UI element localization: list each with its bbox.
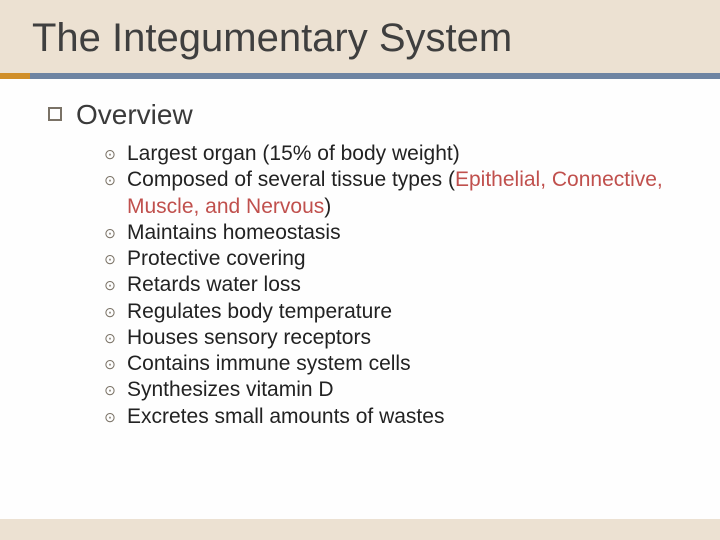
circle-bullet-icon: ⊙ bbox=[103, 409, 117, 427]
list-item: ⊙ Excretes small amounts of wastes bbox=[103, 404, 692, 430]
circle-bullet-icon: ⊙ bbox=[103, 251, 117, 269]
lvl1-text: Overview bbox=[76, 99, 193, 131]
circle-bullet-icon: ⊙ bbox=[103, 330, 117, 348]
list-item-text: Composed of several tissue types (Epithe… bbox=[127, 167, 692, 220]
circle-bullet-icon: ⊙ bbox=[103, 172, 117, 190]
list-item: ⊙ Maintains homeostasis bbox=[103, 220, 692, 246]
list-item: ⊙ Regulates body temperature bbox=[103, 299, 692, 325]
list-item: ⊙ Contains immune system cells bbox=[103, 351, 692, 377]
list-item-text: Largest organ (15% of body weight) bbox=[127, 141, 460, 167]
content-area: Overview ⊙ Largest organ (15% of body we… bbox=[0, 79, 720, 519]
list-item: ⊙ Houses sensory receptors bbox=[103, 325, 692, 351]
lvl2-list: ⊙ Largest organ (15% of body weight) ⊙ C… bbox=[103, 141, 692, 430]
list-item-text: Regulates body temperature bbox=[127, 299, 392, 325]
list-item: ⊙ Synthesizes vitamin D bbox=[103, 377, 692, 403]
list-item-text: Houses sensory receptors bbox=[127, 325, 371, 351]
circle-bullet-icon: ⊙ bbox=[103, 277, 117, 295]
square-bullet-icon bbox=[48, 107, 62, 121]
title-area: The Integumentary System bbox=[0, 0, 720, 73]
list-item-text: Contains immune system cells bbox=[127, 351, 411, 377]
list-item: ⊙ Protective covering bbox=[103, 246, 692, 272]
list-item: ⊙ Largest organ (15% of body weight) bbox=[103, 141, 692, 167]
list-item-text: Retards water loss bbox=[127, 272, 301, 298]
list-item-text: Maintains homeostasis bbox=[127, 220, 341, 246]
list-item-text: Excretes small amounts of wastes bbox=[127, 404, 444, 430]
list-item: ⊙ Composed of several tissue types (Epit… bbox=[103, 167, 692, 220]
circle-bullet-icon: ⊙ bbox=[103, 382, 117, 400]
circle-bullet-icon: ⊙ bbox=[103, 304, 117, 322]
accent-bar bbox=[0, 73, 720, 79]
list-item-text: Synthesizes vitamin D bbox=[127, 377, 334, 403]
circle-bullet-icon: ⊙ bbox=[103, 225, 117, 243]
list-item-lvl1: Overview bbox=[48, 99, 692, 131]
page-title: The Integumentary System bbox=[32, 16, 720, 61]
circle-bullet-icon: ⊙ bbox=[103, 146, 117, 164]
circle-bullet-icon: ⊙ bbox=[103, 356, 117, 374]
accent-bar-left bbox=[0, 73, 30, 79]
list-item: ⊙ Retards water loss bbox=[103, 272, 692, 298]
list-item-text: Protective covering bbox=[127, 246, 306, 272]
accent-bar-right bbox=[30, 73, 720, 79]
